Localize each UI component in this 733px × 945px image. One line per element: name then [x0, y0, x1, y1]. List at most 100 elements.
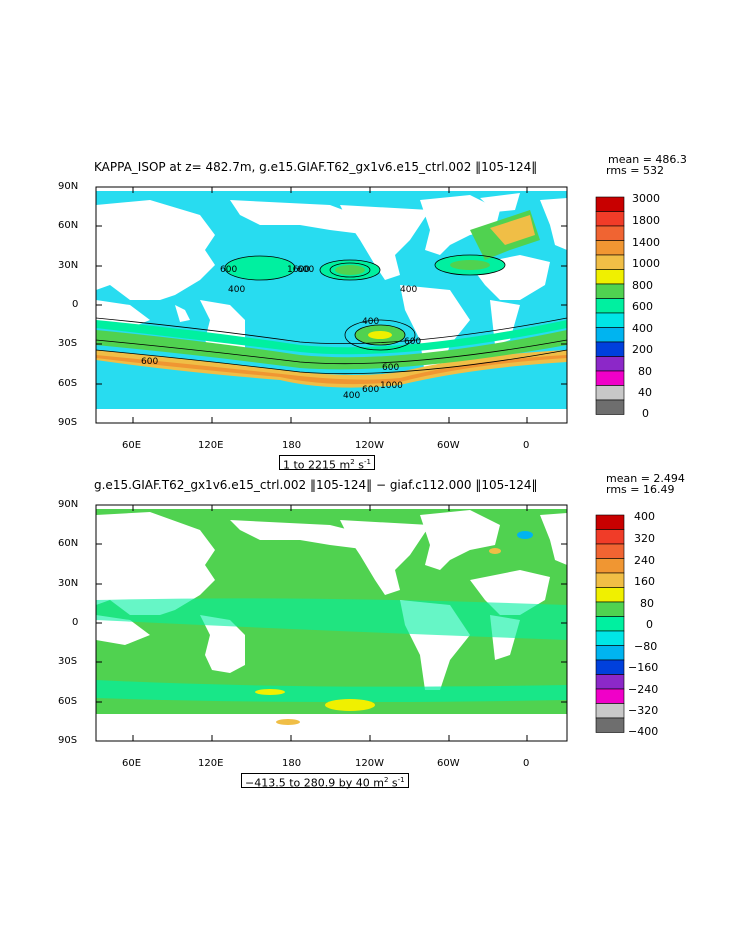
panel1-lat-label: 60N — [58, 220, 79, 231]
colorbar-swatch — [595, 601, 625, 617]
panel2-colorbar-label: −400 — [628, 725, 659, 738]
panel1-contour-label: 400 — [343, 391, 360, 401]
panel1-colorbar-label: 0 — [642, 407, 649, 420]
panel2-colorbar-label: −160 — [628, 661, 659, 674]
panel2-colorbar-label: 80 — [640, 597, 654, 610]
panel2-ticks — [96, 504, 567, 742]
panel1-lat-label: 90N — [58, 181, 79, 192]
panel2-colorbar-label: 0 — [646, 618, 653, 631]
panel2-title: g.e15.GIAF.T62_gx1v6.e15_ctrl.002 ‖105-1… — [94, 478, 538, 492]
panel1-title: KAPPA_ISOP at z= 482.7m, g.e15.GIAF.T62_… — [94, 160, 538, 174]
panel2-lon-label: 180 — [282, 758, 302, 769]
panel1-rms: rms = 532 — [606, 164, 664, 177]
panel2-range-label: −413.5 to 280.9 by 40 m2 s-1 — [241, 773, 409, 790]
panel2-rms: rms = 16.49 — [606, 483, 675, 496]
panel1-contour-label: 600 — [141, 357, 158, 367]
panel2-lat-label: 30N — [58, 578, 79, 589]
panel1-lon-label: 120W — [355, 440, 384, 451]
panel1-contour-label: 1000 — [380, 381, 403, 391]
colorbar-swatch — [595, 703, 625, 719]
colorbar-swatch — [595, 717, 625, 733]
colorbar-swatch — [595, 356, 625, 372]
panel2-colorbar — [595, 514, 625, 733]
colorbar-swatch — [595, 269, 625, 285]
panel1-contours — [95, 254, 568, 375]
panel1-colorbar-label: 1000 — [632, 257, 660, 270]
colorbar-swatch — [595, 572, 625, 588]
panel2-lon-label: 120E — [198, 758, 224, 769]
colorbar-swatch — [595, 211, 625, 227]
colorbar-swatch — [595, 196, 625, 212]
panel1-contour-label: 600 — [404, 337, 421, 347]
panel2-map — [95, 504, 568, 742]
panel2-colorbar-label: −240 — [628, 683, 659, 696]
panel1-colorbar-label: 40 — [638, 386, 652, 399]
panel1-colorbar-label: 600 — [632, 300, 653, 313]
panel1-contour-label: 600 — [297, 265, 314, 275]
panel1-range-label: 1 to 2215 m2 s-1 — [279, 455, 375, 472]
panel1-contour-label: 400 — [228, 285, 245, 295]
colorbar-swatch — [595, 514, 625, 530]
panel2-lat-label: 60S — [58, 696, 78, 707]
colorbar-swatch — [595, 543, 625, 559]
colorbar-swatch — [595, 399, 625, 415]
colorbar-swatch — [595, 225, 625, 241]
panel1-lon-label: 60E — [122, 440, 142, 451]
colorbar-swatch — [595, 630, 625, 646]
panel1-colorbar-label: 800 — [632, 279, 653, 292]
colorbar-swatch — [595, 558, 625, 574]
panel1-colorbar-label: 1800 — [632, 214, 660, 227]
panel1-colorbar-label: 1400 — [632, 236, 660, 249]
panel1-lat-label: 90S — [58, 417, 78, 428]
panel2-lat-label: 30S — [58, 656, 78, 667]
colorbar-swatch — [595, 312, 625, 328]
panel1-lon-label: 0 — [523, 440, 530, 451]
colorbar-swatch — [595, 327, 625, 343]
panel2-colorbar-label: −320 — [628, 704, 659, 717]
panel2-mean: mean = 2.494 — [606, 472, 685, 485]
colorbar-swatch — [595, 298, 625, 314]
panel1-map: 600 1600 600 400 400 600 600 600 400 600… — [95, 186, 568, 424]
colorbar-swatch — [595, 659, 625, 675]
panel2-bands — [96, 531, 567, 725]
panel2-colorbar-label: −80 — [634, 640, 658, 653]
panel1-contour-label: 600 — [362, 385, 379, 395]
panel1-contour-label: 400 — [400, 285, 417, 295]
panel1-lon-label: 60W — [437, 440, 460, 451]
panel1-mean: mean = 486.3 — [608, 153, 687, 166]
panel2-colorbar-label: 160 — [634, 575, 655, 588]
colorbar-swatch — [595, 587, 625, 603]
panel1-lat-label: 30N — [58, 260, 79, 271]
panel1-colorbar-label: 80 — [638, 365, 652, 378]
panel1-contour-label: 1600 — [287, 265, 310, 275]
panel2-colorbar-label: 400 — [634, 510, 655, 523]
panel1-lat-label: 30S — [58, 338, 78, 349]
panel2-lon-label: 120W — [355, 758, 384, 769]
colorbar-swatch — [595, 385, 625, 401]
panel1-contour-label: 400 — [362, 317, 379, 327]
colorbar-swatch — [595, 341, 625, 357]
panel2-lat-label: 90S — [58, 735, 78, 746]
panel1-colorbar-label: 400 — [632, 322, 653, 335]
colorbar-swatch — [595, 529, 625, 545]
panel2-lon-label: 0 — [523, 758, 530, 769]
panel1-lat-label: 60S — [58, 378, 78, 389]
panel2-colorbar-label: 240 — [634, 554, 655, 567]
panel1-colorbar-label: 3000 — [632, 192, 660, 205]
panel1-lon-label: 180 — [282, 440, 302, 451]
panel2-lat-label: 90N — [58, 499, 79, 510]
panel1-colorbar — [595, 196, 625, 415]
colorbar-swatch — [595, 254, 625, 270]
panel1-ticks — [96, 186, 567, 424]
panel2-lon-label: 60W — [437, 758, 460, 769]
colorbar-swatch — [595, 283, 625, 299]
panel1-contour-label: 600 — [220, 265, 237, 275]
colorbar-swatch — [595, 688, 625, 704]
colorbar-swatch — [595, 240, 625, 256]
colorbar-swatch — [595, 674, 625, 690]
colorbar-swatch — [595, 645, 625, 661]
panel2-colorbar-label: 320 — [634, 532, 655, 545]
panel1-lon-label: 120E — [198, 440, 224, 451]
colorbar-swatch — [595, 616, 625, 632]
